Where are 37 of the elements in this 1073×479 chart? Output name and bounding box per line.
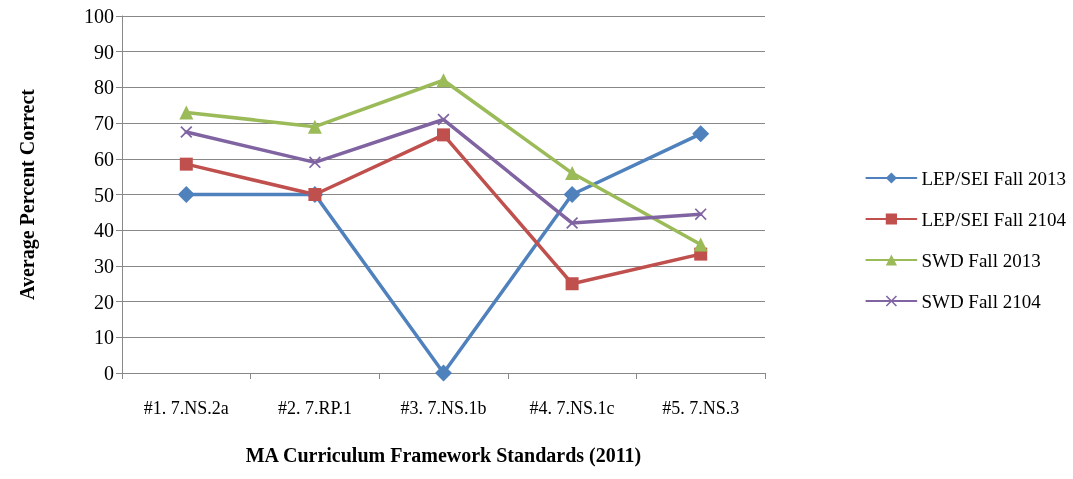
- point: [307, 119, 322, 134]
- y-tick-label: 50: [94, 183, 114, 206]
- point: [437, 128, 450, 142]
- point: [565, 166, 580, 181]
- point: [693, 237, 708, 252]
- y-tick-label: 10: [94, 326, 114, 349]
- y-tick-label: 20: [94, 290, 114, 313]
- point: [563, 186, 581, 203]
- y-tick-label: 30: [94, 254, 114, 277]
- x-axis-title: MA Curriculum Framework Standards (2011): [245, 444, 642, 467]
- point: [437, 113, 450, 126]
- y-tick-label: 70: [94, 112, 114, 135]
- point: [566, 217, 579, 230]
- y-tick-label: 40: [94, 219, 114, 242]
- y-tick-label: 90: [94, 40, 114, 63]
- point: [177, 186, 195, 203]
- point: [179, 105, 194, 120]
- y-axis-title: Average Percent Correct: [16, 88, 39, 300]
- x-tick-label: #3. 7.NS.1b: [400, 398, 487, 418]
- y-tick-label: 60: [94, 147, 114, 170]
- legend-label: LEP/SEI Fall 2013: [921, 167, 1067, 189]
- x-tick-label: #4. 7.NS.1c: [529, 398, 615, 418]
- y-tick-label: 0: [104, 362, 114, 384]
- point: [694, 208, 707, 221]
- legend-label: LEP/SEI Fall 2104: [921, 208, 1067, 230]
- y-tick-label: 80: [94, 76, 114, 99]
- point: [692, 125, 710, 143]
- x-tick-label: #5. 7.NS.3: [662, 398, 740, 418]
- legend-label: SWD Fall 2104: [921, 290, 1042, 312]
- point: [565, 277, 579, 291]
- point: [435, 364, 452, 382]
- x-tick-label: #1. 7.NS.2a: [143, 398, 229, 418]
- point: [179, 157, 193, 171]
- y-tick-label: 100: [84, 5, 114, 27]
- point: [436, 73, 451, 88]
- legend-label: SWD Fall 2013: [921, 249, 1041, 271]
- x-tick-label: #2. 7.RP.1: [277, 398, 352, 418]
